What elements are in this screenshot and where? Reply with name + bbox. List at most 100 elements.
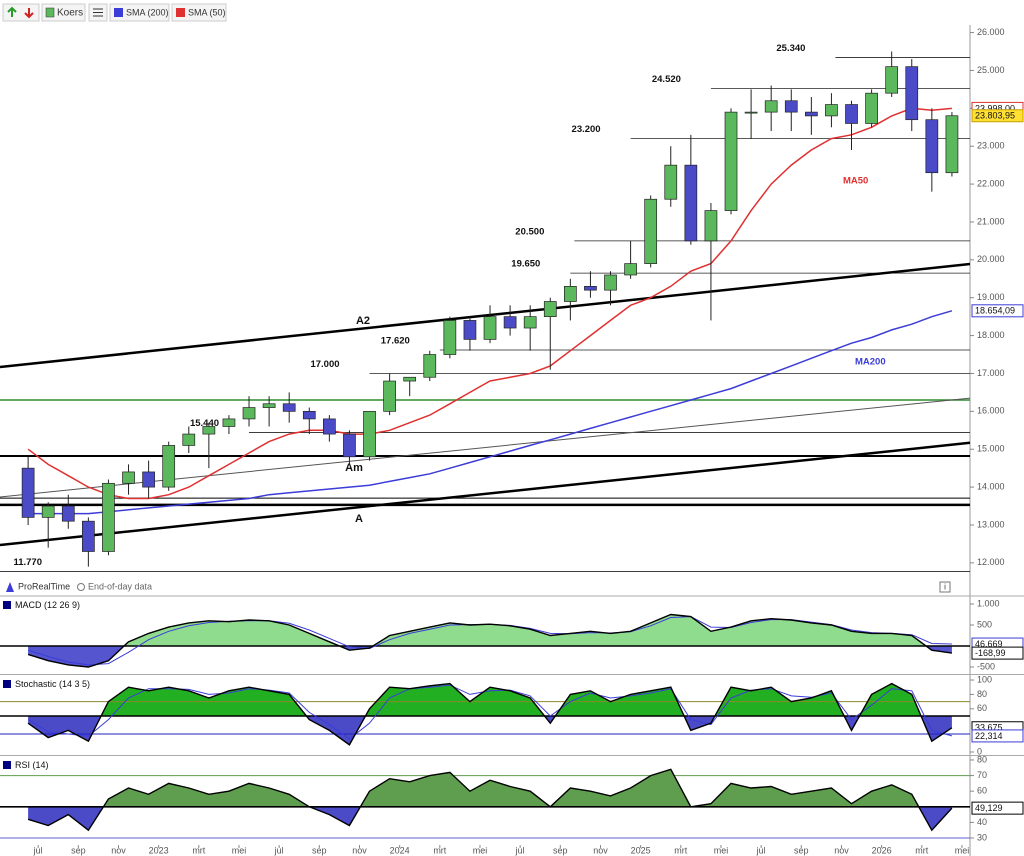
indicator-line (27, 613, 952, 668)
level-label: 11.770 (13, 557, 42, 568)
area-clip (28, 683, 952, 717)
moving-average-line (28, 310, 953, 515)
candle-body (162, 445, 176, 488)
x-tick-label: 2024 (390, 845, 410, 855)
trendline-label: A2 (356, 315, 370, 327)
indicator-line (27, 682, 953, 746)
candle-body (443, 320, 457, 355)
area-clip (28, 646, 952, 667)
level-label: 17.000 (310, 359, 339, 370)
x-tick-label: 2023 (149, 845, 169, 855)
indicator-title: MACD (12 26 9) (3, 600, 80, 610)
indicator-title-label: Stochastic (14 3 5) (15, 679, 90, 689)
candle-body (383, 380, 396, 412)
candle-body (885, 66, 899, 94)
price-flag-label: 46,669 (975, 639, 1003, 649)
candle-body (604, 274, 617, 291)
candle-body (744, 111, 758, 114)
y-tick-label: 60 (977, 703, 987, 713)
price-flag (971, 729, 1024, 743)
data-status: End-of-day data (88, 581, 152, 591)
price-flag-label: 33,675 (975, 723, 1003, 733)
toolbar: Koers SMA (200) SMA (50) (2, 3, 227, 22)
candle-body (222, 418, 236, 427)
y-tick-label: 70 (977, 770, 987, 780)
price-flag-label: 23.803,95 (975, 111, 1015, 121)
y-tick-label: 500 (977, 619, 992, 629)
y-tick-label: 16.000 (977, 406, 1005, 416)
y-tick-label: 22.000 (977, 178, 1005, 188)
legend-label: SMA (50) (188, 7, 226, 17)
price-flag-label: -168,99 (975, 648, 1006, 658)
price-flag (971, 801, 1024, 815)
x-tick-label: mrt (674, 845, 687, 855)
price-footer: ProRealTime End-of-day data i (6, 581, 951, 593)
indicator-line (27, 768, 953, 832)
axis: 80 70 60 40 30 49,129 jul sep nov 2023 mrt mei jul se… (33, 754, 1024, 855)
x-tick-label: mrt (192, 845, 205, 855)
legend-button[interactable] (171, 3, 227, 22)
candle-body (483, 316, 497, 340)
candle-body (122, 471, 135, 484)
candle-body (865, 92, 878, 124)
candle-body (343, 433, 356, 458)
y-tick-label: 17.000 (977, 368, 1005, 378)
axis: 12.000 13.000 14.000 15.000 16.000 17.000 18.0… (970, 27, 1024, 567)
candle-body (644, 198, 658, 264)
candle-body (503, 316, 517, 329)
level-label: 19.650 (511, 259, 540, 270)
info-button[interactable] (939, 581, 951, 593)
candle-body (584, 285, 597, 291)
candle-body (825, 104, 838, 117)
y-tick-label: 25.000 (977, 65, 1005, 75)
x-tick-label: sep (794, 845, 809, 855)
level-label: 17.620 (381, 335, 410, 346)
candle-body (302, 410, 316, 420)
trendline (0, 262, 970, 369)
candle-body (323, 418, 336, 435)
x-tick-label: jul (756, 845, 766, 855)
y-tick-label: 0 (977, 746, 982, 756)
title-box (3, 761, 11, 769)
candle-body (704, 210, 718, 242)
title-box (3, 680, 11, 688)
y-tick-label: 80 (977, 689, 987, 699)
level-label: 25.340 (776, 43, 805, 54)
arrows-button[interactable] (2, 3, 40, 22)
annotation: MA50 (843, 176, 868, 187)
indicator-area (28, 769, 952, 807)
legend-label: Koers (57, 8, 83, 19)
legend-swatch (176, 8, 185, 17)
indicator-area (28, 646, 952, 667)
legend-button[interactable] (109, 3, 170, 22)
indicator-title: Stochastic (14 3 5) (3, 679, 90, 689)
list-icon (93, 8, 103, 17)
trendline-label: A (355, 513, 363, 525)
x-tick-label: 2026 (872, 845, 892, 855)
trendline (0, 441, 970, 547)
candle-body (82, 520, 95, 552)
trendline-label: Am (345, 462, 363, 474)
x-tick-label: jul (515, 845, 525, 855)
down-arrow-icon (24, 8, 34, 19)
x-tick-label: nov (593, 845, 608, 855)
x-tick-label: sep (312, 845, 327, 855)
x-tick-label: mei (955, 845, 970, 855)
indicator-title-label: RSI (14) (15, 760, 49, 770)
y-tick-label: 21.000 (977, 216, 1005, 226)
panel: 25.340 24.520 23.200 20.500 19.650 17.620 17.0… (0, 43, 970, 572)
candle-body (925, 119, 939, 174)
legend-swatch (45, 7, 55, 18)
price-flag-label: 49,129 (975, 803, 1003, 813)
y-tick-label: 19.000 (977, 292, 1005, 302)
level-label: 24.520 (652, 74, 681, 85)
y-tick-label: 60 (977, 786, 987, 796)
candle-body (543, 301, 557, 318)
level-label: 23.200 (572, 124, 601, 135)
price-flag-label: 18.654,09 (975, 306, 1015, 316)
candle-body (804, 111, 818, 117)
candle-body (784, 100, 798, 113)
candle-body (463, 320, 477, 340)
